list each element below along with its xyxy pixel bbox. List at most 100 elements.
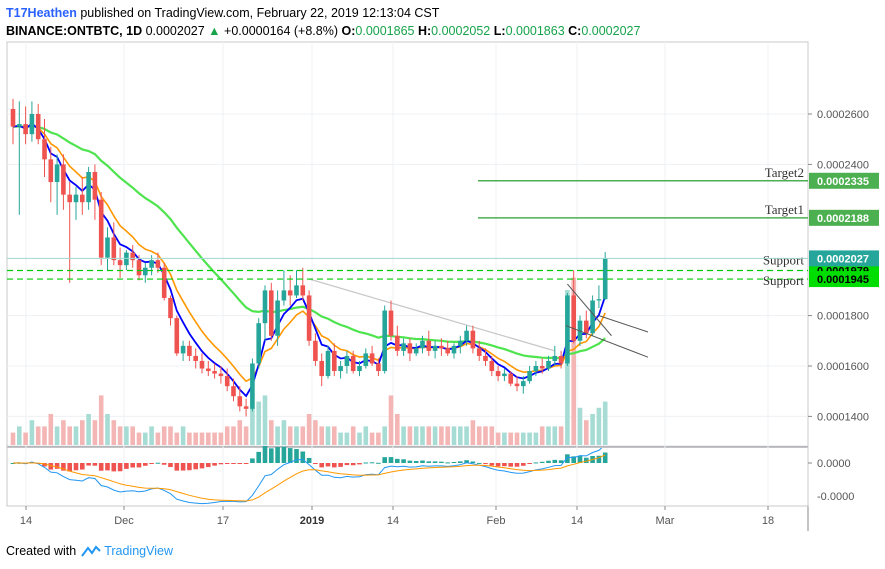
macd-hist-bar bbox=[445, 462, 450, 464]
candle-body bbox=[17, 124, 22, 127]
x-tick-label-2: 17 bbox=[217, 515, 229, 527]
tradingview-logo-icon bbox=[81, 545, 101, 557]
macd-hist-bar bbox=[344, 463, 350, 466]
candle-body bbox=[533, 366, 539, 372]
candle-body bbox=[218, 373, 224, 377]
candle-body bbox=[86, 171, 91, 203]
macd-hist-bar bbox=[287, 448, 293, 463]
volume-bar bbox=[231, 426, 236, 445]
level-label-0: Target2 bbox=[765, 165, 804, 180]
macd-hist-bar bbox=[218, 463, 224, 465]
macd-hist-bar bbox=[269, 448, 274, 463]
candle-body bbox=[584, 320, 589, 334]
macd-hist-bar bbox=[552, 459, 558, 463]
volume-bar bbox=[602, 401, 608, 445]
candle-body bbox=[243, 406, 249, 409]
candle-body bbox=[539, 366, 545, 369]
candle-body bbox=[193, 355, 198, 361]
tradingview-brand-link[interactable]: TradingView bbox=[104, 544, 173, 558]
macd-hist-bar bbox=[369, 462, 375, 464]
volume-bar bbox=[413, 426, 419, 445]
macd-tick-label-0: 0.0000 bbox=[817, 458, 851, 470]
macd-hist-bar bbox=[439, 461, 444, 463]
volume-bar bbox=[539, 426, 545, 445]
low-value: 0.0001863 bbox=[505, 24, 565, 38]
volume-bar bbox=[325, 426, 331, 445]
x-tick-label-8: 18 bbox=[762, 515, 774, 527]
volume-bar bbox=[92, 420, 98, 445]
candle-body bbox=[80, 194, 85, 203]
macd-hist-bar bbox=[256, 451, 261, 463]
volume-bar bbox=[250, 407, 255, 445]
publish-line: T17Heathen published on TradingView.com,… bbox=[6, 4, 876, 22]
macd-hist-bar bbox=[243, 463, 249, 464]
volume-bar bbox=[269, 420, 274, 445]
volume-bar bbox=[48, 414, 54, 445]
candle-body bbox=[470, 330, 476, 349]
macd-hist-bar bbox=[470, 461, 476, 463]
candle-body bbox=[168, 297, 173, 319]
candle-body bbox=[357, 366, 362, 372]
candle-body bbox=[376, 363, 381, 372]
candle-body bbox=[161, 267, 167, 298]
volume-bar bbox=[86, 414, 91, 445]
candle-body bbox=[521, 381, 526, 387]
macd-hist-bar bbox=[476, 462, 482, 464]
macd-hist-bar bbox=[602, 452, 608, 463]
volume-bar bbox=[439, 426, 444, 445]
volume-bar bbox=[376, 432, 381, 445]
macd-hist-bar bbox=[98, 463, 104, 471]
candle-body bbox=[350, 355, 356, 372]
candle-body bbox=[458, 340, 463, 346]
macd-hist-bar bbox=[136, 463, 142, 468]
volume-bar bbox=[489, 426, 495, 445]
volume-bar bbox=[224, 426, 230, 445]
macd-hist-bar bbox=[237, 463, 243, 465]
macd-hist-bar bbox=[558, 460, 564, 463]
macd-hist-bar bbox=[546, 460, 551, 463]
volume-bar bbox=[237, 420, 243, 445]
candle-body bbox=[155, 260, 161, 268]
candle-body bbox=[294, 285, 299, 296]
volume-bar bbox=[350, 426, 356, 445]
candle-body bbox=[143, 267, 148, 276]
level-price-text-1: 0.0002188 bbox=[817, 213, 869, 225]
candle-body bbox=[558, 355, 564, 364]
candle-body bbox=[212, 371, 217, 374]
macd-hist-bar bbox=[489, 463, 495, 466]
candle-body bbox=[363, 353, 369, 366]
author-link[interactable]: T17Heathen bbox=[6, 6, 77, 20]
volume-bar bbox=[35, 426, 41, 445]
y-tick-label-2: 0.0001800 bbox=[817, 311, 869, 323]
volume-bar bbox=[168, 426, 173, 445]
volume-bar bbox=[98, 395, 104, 445]
macd-hist-bar bbox=[187, 463, 192, 471]
macd-hist-bar bbox=[395, 458, 400, 463]
volume-bar bbox=[281, 420, 287, 445]
macd-hist-bar bbox=[332, 463, 337, 468]
macd-hist-bar bbox=[565, 454, 570, 463]
level-price-tag-3 bbox=[809, 271, 879, 288]
volume-bar bbox=[584, 420, 589, 445]
volume-bar bbox=[262, 395, 268, 445]
volume-bar bbox=[338, 432, 343, 445]
volume-bar bbox=[332, 426, 337, 445]
volume-bar bbox=[17, 426, 22, 445]
macd-hist-bar bbox=[325, 463, 331, 467]
volume-bar bbox=[432, 426, 438, 445]
volume-bar bbox=[180, 426, 186, 445]
candle-body bbox=[306, 295, 312, 341]
macd-hist-bar bbox=[105, 463, 110, 471]
candle-body bbox=[61, 164, 66, 195]
macd-hist-bar bbox=[306, 457, 312, 463]
volume-bar bbox=[369, 432, 375, 445]
volume-bar bbox=[275, 426, 280, 445]
candle-body bbox=[48, 159, 54, 183]
level-price-text-0: 0.0002335 bbox=[817, 176, 869, 188]
candle-body bbox=[395, 335, 400, 351]
level-price-text-3: 0.0001945 bbox=[817, 274, 869, 286]
volume-bar bbox=[206, 432, 211, 445]
volume-bar bbox=[130, 426, 135, 445]
x-tick-label-1: Dec bbox=[114, 515, 134, 527]
